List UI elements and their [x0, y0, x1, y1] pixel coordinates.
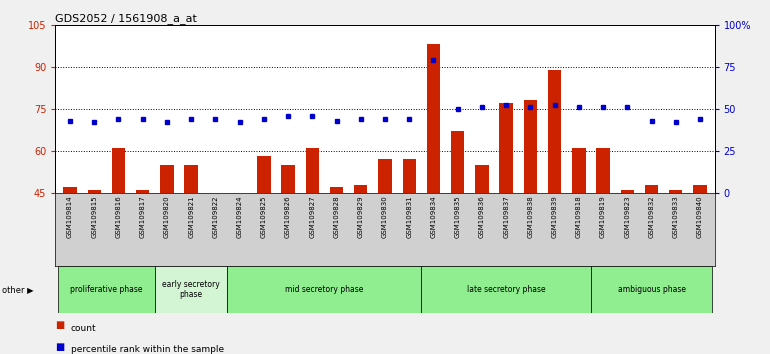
Text: GSM109832: GSM109832 [648, 195, 654, 238]
Bar [209, 193, 222, 319]
Text: GSM109839: GSM109839 [551, 195, 557, 238]
Bar [548, 70, 561, 319]
Bar [88, 190, 101, 319]
Text: GSM109815: GSM109815 [91, 195, 97, 238]
Text: GSM109838: GSM109838 [527, 195, 534, 238]
Text: GSM109829: GSM109829 [358, 195, 363, 238]
Text: GDS2052 / 1561908_a_at: GDS2052 / 1561908_a_at [55, 13, 197, 23]
Bar [475, 165, 489, 319]
Bar [63, 187, 77, 319]
Bar [621, 190, 634, 319]
Text: GSM109831: GSM109831 [407, 195, 412, 238]
Bar [451, 131, 464, 319]
Bar [160, 165, 173, 319]
Bar [693, 184, 707, 319]
Text: GSM109825: GSM109825 [261, 195, 267, 238]
Text: ambiguous phase: ambiguous phase [618, 285, 685, 294]
Bar [185, 165, 198, 319]
Text: ■: ■ [55, 342, 65, 352]
Text: mid secretory phase: mid secretory phase [285, 285, 363, 294]
Text: GSM109820: GSM109820 [164, 195, 170, 238]
Text: GSM109817: GSM109817 [139, 195, 146, 238]
Text: percentile rank within the sample: percentile rank within the sample [71, 345, 224, 354]
Bar [330, 187, 343, 319]
Bar [155, 266, 227, 313]
Bar [136, 190, 149, 319]
Text: GSM109816: GSM109816 [116, 195, 122, 238]
Text: GSM109834: GSM109834 [430, 195, 437, 238]
Bar [427, 44, 440, 319]
Bar [421, 266, 591, 313]
Bar [281, 165, 295, 319]
Bar [572, 148, 585, 319]
Text: GSM109814: GSM109814 [67, 195, 73, 238]
Text: proliferative phase: proliferative phase [70, 285, 142, 294]
Bar [378, 159, 392, 319]
Text: GSM109822: GSM109822 [213, 195, 219, 238]
Bar [524, 101, 537, 319]
Bar [233, 196, 246, 319]
Text: GSM109835: GSM109835 [455, 195, 460, 238]
Text: GSM109824: GSM109824 [236, 195, 243, 238]
Bar [354, 184, 367, 319]
Text: GSM109821: GSM109821 [188, 195, 194, 238]
Text: late secretory phase: late secretory phase [467, 285, 545, 294]
Bar [227, 266, 421, 313]
Text: GSM109830: GSM109830 [382, 195, 388, 238]
Text: GSM109837: GSM109837 [503, 195, 509, 238]
Text: GSM109833: GSM109833 [673, 195, 679, 238]
Bar [591, 266, 712, 313]
Text: GSM109836: GSM109836 [479, 195, 485, 238]
Text: GSM109826: GSM109826 [285, 195, 291, 238]
Text: GSM109827: GSM109827 [310, 195, 315, 238]
Bar [257, 156, 270, 319]
Bar [306, 148, 319, 319]
Bar [403, 159, 416, 319]
Bar [597, 148, 610, 319]
Text: early secretory
phase: early secretory phase [162, 280, 220, 299]
Text: GSM109818: GSM109818 [576, 195, 582, 238]
Text: ■: ■ [55, 320, 65, 330]
Text: other ▶: other ▶ [2, 285, 33, 294]
Text: GSM109819: GSM109819 [600, 195, 606, 238]
Text: GSM109840: GSM109840 [697, 195, 703, 238]
Text: count: count [71, 324, 96, 333]
Bar [669, 190, 682, 319]
Bar [500, 103, 513, 319]
Bar [58, 266, 155, 313]
Bar [112, 148, 125, 319]
Text: GSM109823: GSM109823 [624, 195, 631, 238]
Text: GSM109828: GSM109828 [333, 195, 340, 238]
Bar [645, 184, 658, 319]
